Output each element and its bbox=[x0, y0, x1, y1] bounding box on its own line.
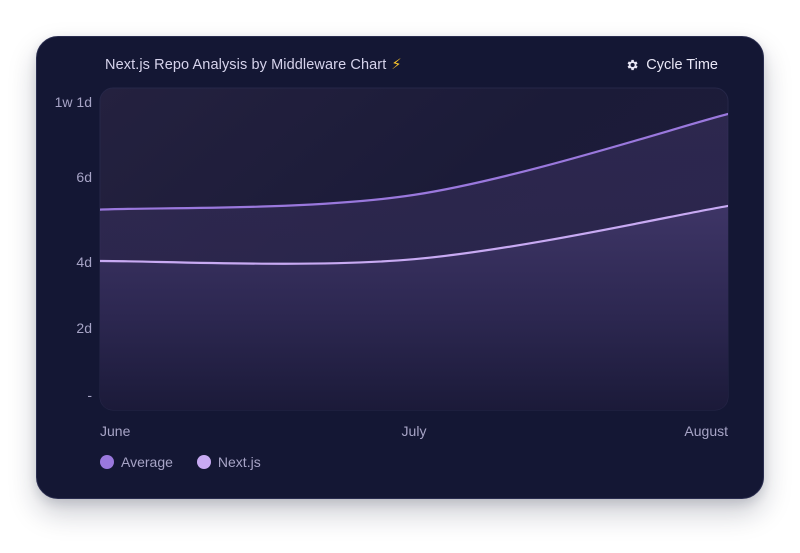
x-tick-label: July bbox=[402, 423, 427, 439]
legend-label-nextjs: Next.js bbox=[217, 454, 261, 470]
area-nextjs bbox=[100, 205, 728, 410]
series-line-average[interactable] bbox=[100, 112, 728, 211]
y-tick-label: 1w 1d bbox=[55, 94, 92, 110]
y-tick-label: - bbox=[87, 387, 92, 403]
y-tick-label: 2d bbox=[76, 320, 92, 336]
series-line-nextjs[interactable] bbox=[100, 204, 728, 265]
x-axis: June July August bbox=[100, 423, 728, 439]
legend-item-average[interactable]: Average bbox=[100, 454, 173, 470]
chart-legend: Average Next.js bbox=[100, 454, 261, 470]
x-tick-label: June bbox=[100, 423, 131, 439]
metric-label: Cycle Time bbox=[646, 57, 718, 73]
chart-plot: - 2d 4d 6d 1w 1d June July August bbox=[55, 87, 729, 439]
legend-swatch-nextjs bbox=[196, 455, 211, 469]
chart-card: - 2d 4d 6d 1w 1d June July August Next.js Repo… bbox=[36, 36, 764, 499]
y-tick-label: 4d bbox=[76, 254, 92, 270]
x-tick-label: August bbox=[684, 423, 728, 439]
legend-item-nextjs[interactable]: Next.js bbox=[196, 454, 261, 470]
gear-icon bbox=[627, 59, 638, 71]
y-tick-label: 6d bbox=[76, 169, 92, 185]
lightning-icon: ⚡ bbox=[391, 57, 402, 73]
chart-title: Next.js Repo Analysis by Middleware Char… bbox=[105, 57, 402, 73]
chart-title-text: Next.js Repo Analysis by Middleware Char… bbox=[105, 57, 387, 73]
y-axis: - 2d 4d 6d 1w 1d bbox=[55, 94, 93, 403]
legend-label-average: Average bbox=[121, 454, 173, 470]
metric-selector[interactable]: Cycle Time bbox=[625, 57, 718, 73]
legend-swatch-average bbox=[100, 455, 114, 469]
